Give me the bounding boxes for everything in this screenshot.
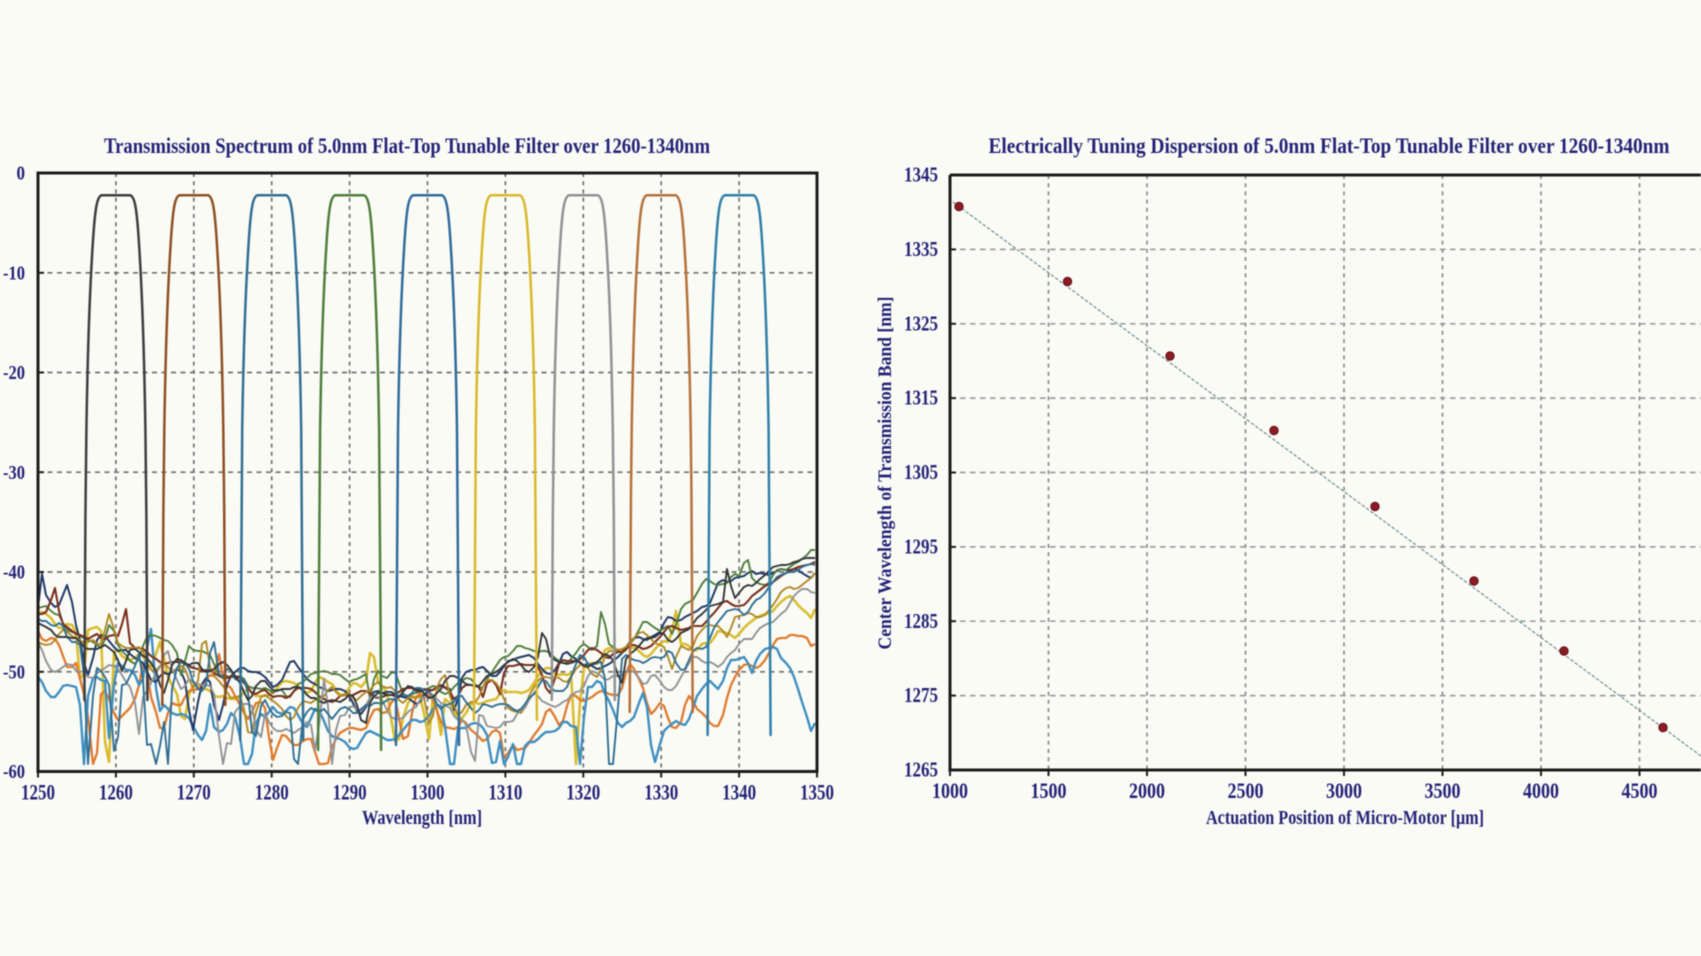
svg-text:3500: 3500: [1425, 778, 1461, 803]
svg-text:-30: -30: [3, 462, 25, 484]
svg-text:1000: 1000: [932, 778, 968, 803]
svg-text:1325: 1325: [904, 311, 938, 335]
svg-text:2500: 2500: [1228, 778, 1264, 803]
svg-text:0: 0: [17, 163, 26, 185]
svg-text:1345: 1345: [904, 163, 938, 187]
svg-text:1285: 1285: [904, 609, 938, 633]
svg-text:-60: -60: [3, 761, 25, 783]
svg-text:1340: 1340: [722, 780, 756, 805]
svg-text:4000: 4000: [1523, 778, 1559, 803]
svg-text:1295: 1295: [904, 535, 938, 559]
svg-text:1280: 1280: [255, 780, 289, 805]
svg-text:-50: -50: [3, 661, 25, 683]
svg-text:3000: 3000: [1326, 778, 1362, 803]
svg-text:1335: 1335: [904, 237, 938, 261]
svg-text:-40: -40: [3, 562, 25, 584]
svg-text:-10: -10: [3, 262, 25, 284]
svg-text:4500: 4500: [1622, 778, 1658, 803]
svg-text:1275: 1275: [904, 683, 938, 707]
svg-text:1500: 1500: [1031, 778, 1067, 803]
svg-text:Wavelength [nm]: Wavelength [nm]: [362, 807, 482, 829]
svg-text:1305: 1305: [904, 460, 938, 484]
svg-text:1290: 1290: [333, 780, 367, 805]
svg-text:Center Wavelength of Transmiss: Center Wavelength of Transmission Band […: [875, 297, 896, 650]
svg-text:1320: 1320: [566, 780, 600, 805]
svg-text:1315: 1315: [904, 386, 938, 410]
svg-text:2000: 2000: [1129, 778, 1165, 803]
svg-text:1330: 1330: [644, 780, 678, 805]
svg-text:Electrically Tuning Dispersion: Electrically Tuning Dispersion of 5.0nm …: [989, 133, 1670, 158]
svg-text:-20: -20: [3, 362, 25, 384]
svg-text:1270: 1270: [177, 780, 211, 805]
svg-text:Transmission Spectrum of 5.0nm: Transmission Spectrum of 5.0nm Flat-Top …: [104, 133, 710, 158]
svg-text:1265: 1265: [904, 758, 938, 782]
svg-text:1310: 1310: [488, 780, 522, 805]
svg-text:1350: 1350: [800, 780, 834, 805]
svg-text:1250: 1250: [21, 780, 55, 805]
svg-text:Actuation Position of Micro-Mo: Actuation Position of Micro-Motor [μm]: [1206, 807, 1484, 829]
svg-text:1260: 1260: [99, 780, 133, 805]
svg-text:1300: 1300: [411, 780, 445, 805]
